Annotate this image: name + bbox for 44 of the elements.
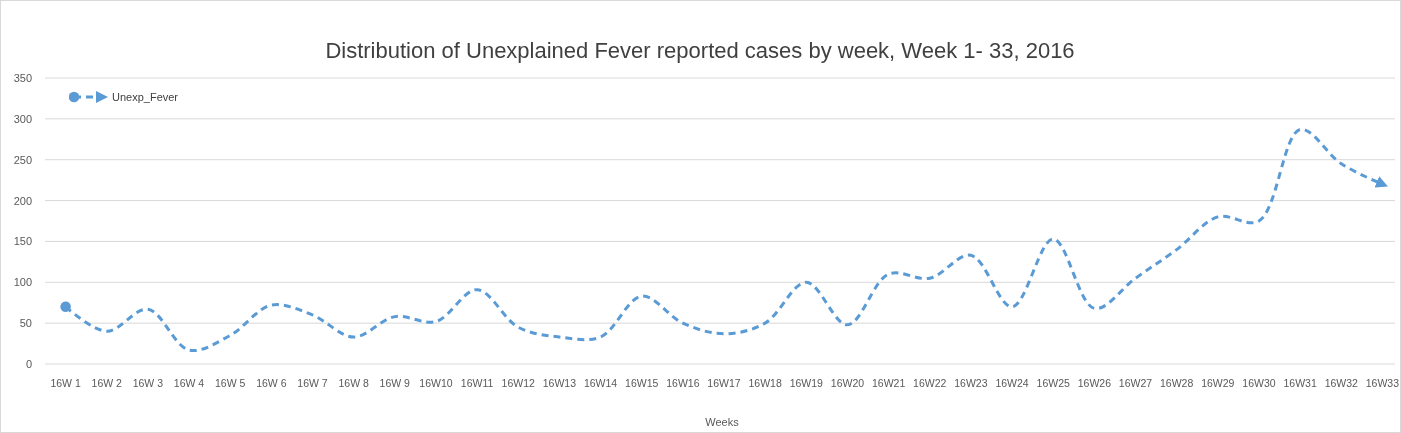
x-tick-label: 16W 4 [173, 377, 205, 389]
x-tick-label: 16W31 [1283, 377, 1317, 389]
x-tick-label: 16W30 [1242, 377, 1276, 389]
x-tick-label: 16W17 [707, 377, 741, 389]
x-tick-label: 16W 3 [132, 377, 164, 389]
x-tick-label: 16W14 [583, 377, 618, 389]
x-tick-label: 16W33 [1365, 377, 1400, 389]
x-tick-label: 16W 8 [338, 377, 369, 389]
x-tick-label: 16W18 [748, 377, 782, 389]
x-tick-label: 16W13 [542, 377, 577, 389]
y-tick-label: 0 [25, 358, 32, 370]
x-tick-label: 16W12 [501, 377, 536, 389]
x-tick-label: 16W25 [1036, 377, 1070, 389]
x-tick-label: 16W29 [1201, 377, 1235, 389]
x-tick-label: 16W24 [995, 377, 1029, 389]
x-tick-label: 16W 1 [50, 377, 81, 389]
x-tick-label: 16W11 [460, 377, 494, 389]
x-tick-label: 16W 2 [91, 377, 123, 389]
x-tick-label: 16W10 [419, 377, 453, 389]
x-tick-label: 16W27 [1118, 377, 1153, 389]
x-tick-label: 16W 9 [379, 377, 411, 389]
x-tick-label: 16W32 [1324, 377, 1359, 389]
x-tick-label: 16W28 [1160, 377, 1194, 389]
y-tick-label: 200 [13, 194, 32, 207]
y-tick-label: 350 [13, 72, 32, 84]
y-tick-label: 300 [13, 112, 32, 125]
x-tick-label: 16W15 [625, 377, 659, 389]
x-tick-label: 16W19 [789, 377, 824, 389]
legend-label: Unexp_Fever [112, 91, 179, 103]
y-tick-label: 150 [13, 235, 32, 248]
x-tick-label: 16W16 [666, 377, 700, 389]
x-tick-label: 16W20 [830, 377, 865, 389]
y-tick-label: 250 [13, 153, 32, 166]
x-axis-title: Weeks [705, 416, 740, 428]
x-tick-label: 16W22 [913, 377, 947, 389]
x-tick-label: 16W26 [1077, 377, 1112, 389]
x-tick-label: 16W21 [871, 377, 906, 389]
y-tick-label: 50 [19, 317, 32, 330]
chart-title: Distribution of Unexplained Fever reported cases by week, Week 1- 33, 2016 [325, 38, 1075, 63]
y-tick-label: 100 [13, 276, 32, 289]
x-tick-label: 16W23 [954, 377, 988, 389]
x-tick-label: 16W 5 [215, 377, 246, 389]
x-tick-label: 16W 6 [256, 377, 287, 389]
x-tick-label: 16W 7 [297, 377, 328, 389]
